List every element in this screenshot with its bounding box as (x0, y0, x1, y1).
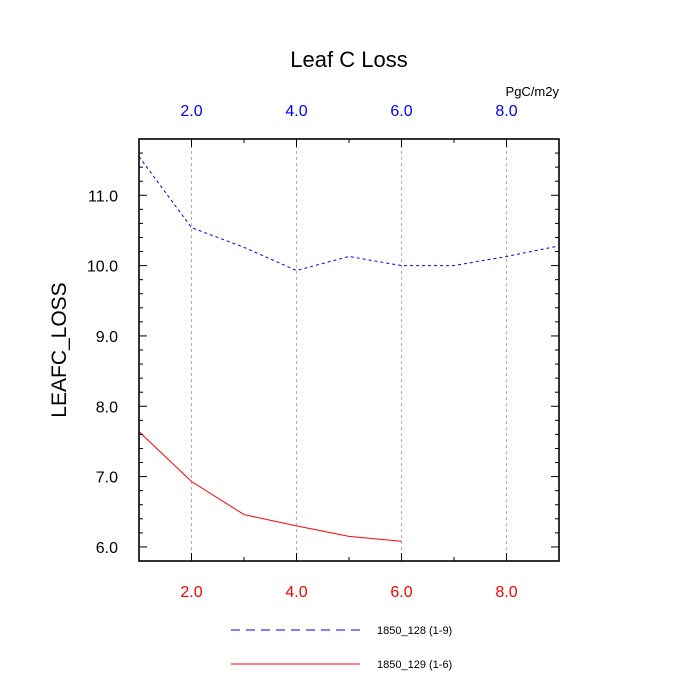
data-point (295, 525, 297, 527)
y-tick-label: 11.0 (88, 188, 118, 205)
y-tick-label: 7.0 (96, 470, 118, 487)
data-point (400, 540, 402, 542)
x-tick-label-top: 4.0 (285, 103, 307, 120)
series-line-1850-128 (138, 156, 560, 272)
data-point (453, 264, 455, 266)
chart-title: Leaf C Loss (290, 47, 407, 72)
data-point (243, 246, 245, 248)
data-point (348, 255, 350, 257)
x-tick-label-bottom: 2.0 (180, 584, 202, 601)
data-point (190, 480, 192, 482)
x-tick-label-bottom: 8.0 (495, 584, 517, 601)
series-line-1850-129 (138, 431, 402, 542)
x-tick-label-top: 8.0 (495, 103, 517, 120)
data-point (243, 513, 245, 515)
y-tick-label: 9.0 (96, 329, 118, 346)
plot-frame (138, 138, 560, 562)
tick-labels: 2.0 2.0 4.0 4.0 6.0 6.0 8.0 8.0 6.0 7.0 8.0 9.0 10.0… (87, 103, 518, 601)
data-point (348, 535, 350, 537)
data-series (138, 156, 560, 542)
data-point (190, 226, 192, 228)
legend-label-1850-128: 1850_128 (1-9) (377, 625, 452, 637)
x-tick-label-bottom: 6.0 (390, 584, 412, 601)
x-tick-label-bottom: 4.0 (285, 584, 307, 601)
x-tick-label-top: 6.0 (390, 103, 412, 120)
legend-label-1850-129: 1850_129 (1-6) (377, 659, 452, 671)
y-tick-label: 8.0 (96, 399, 118, 416)
legend: 1850_128 (1-9) 1850_129 (1-6) (231, 625, 452, 671)
axis-ticks (138, 138, 560, 562)
data-point (400, 264, 402, 266)
y-axis-label: LEAFC_LOSS (48, 282, 71, 417)
x-tick-label-top: 2.0 (180, 103, 202, 120)
data-point (295, 269, 297, 271)
units-label: PgC/m2y (506, 84, 560, 99)
data-point (505, 255, 507, 257)
y-tick-label: 10.0 (87, 259, 118, 276)
y-tick-label: 6.0 (96, 540, 118, 557)
grid-lines (191, 139, 507, 561)
